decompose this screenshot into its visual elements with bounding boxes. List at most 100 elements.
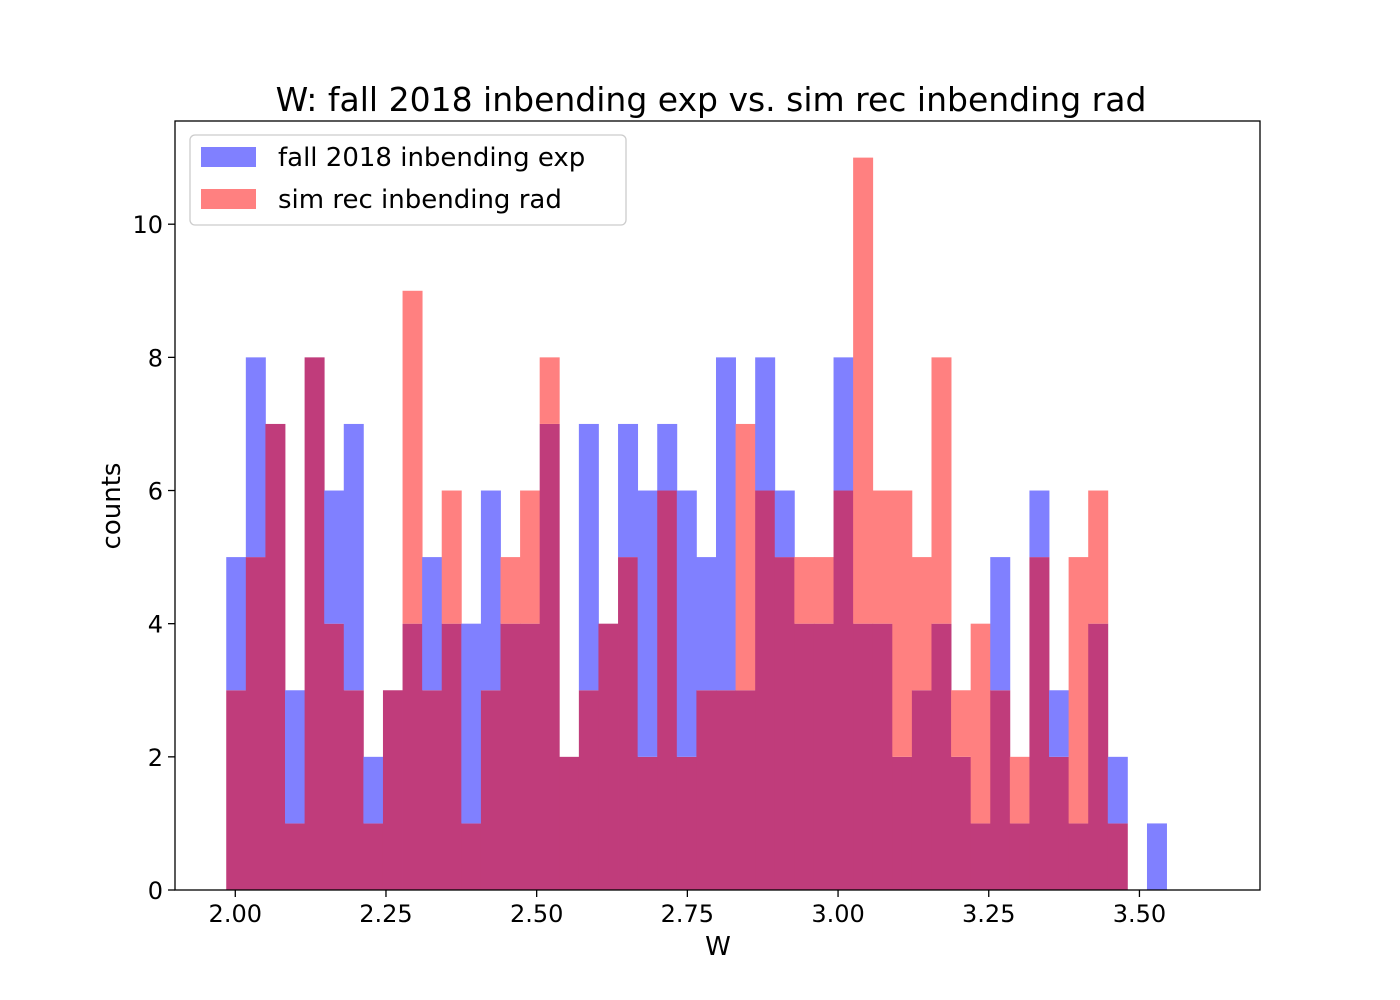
bar-sim-11 <box>441 490 462 624</box>
bar-sim-14 <box>500 557 521 624</box>
bar-exp-18 <box>578 423 599 691</box>
x-tick-label-4: 3.00 <box>811 900 864 928</box>
bar-exp-6 <box>343 423 364 691</box>
bar-overlap-34 <box>892 756 913 890</box>
bar-overlap-2 <box>265 423 286 890</box>
bar-overlap-20 <box>618 557 639 890</box>
x-tick-label-6: 3.50 <box>1113 900 1166 928</box>
bar-overlap-35 <box>911 690 932 890</box>
bar-overlap-3 <box>285 823 305 890</box>
bar-exp-20 <box>618 423 639 558</box>
bar-overlap-26 <box>735 690 756 890</box>
legend: fall 2018 inbending exp sim rec inbendin… <box>189 134 627 226</box>
x-tick-label-3: 2.75 <box>661 900 714 928</box>
bar-overlap-9 <box>402 623 423 890</box>
legend-label-sim: sim rec inbending rad <box>278 185 562 215</box>
bar-overlap-17 <box>559 756 580 890</box>
bar-sim-9 <box>402 290 423 624</box>
bar-sim-15 <box>520 490 541 624</box>
y-tick-label-0: 0 <box>148 877 163 905</box>
bar-exp-31 <box>833 357 854 491</box>
bar-sim-43 <box>1068 557 1089 824</box>
legend-swatch-sim <box>201 189 256 209</box>
bar-overlap-7 <box>363 823 384 890</box>
bar-sim-30 <box>813 557 834 624</box>
bar-overlap-15 <box>520 623 541 890</box>
bar-overlap-45 <box>1107 823 1128 890</box>
bar-exp-0 <box>226 557 247 691</box>
bar-sim-34 <box>892 490 913 757</box>
x-axis-ticks: 2.00 2.25 2.50 2.75 3.00 3.25 3.50 <box>209 890 1166 928</box>
bar-sim-33 <box>872 490 893 624</box>
bar-overlap-22 <box>657 490 678 890</box>
plot-frame <box>174 120 1261 891</box>
bar-overlap-23 <box>676 756 697 890</box>
bar-exp-45 <box>1107 756 1128 824</box>
bar-sim-29 <box>794 557 815 624</box>
bar-exp-24 <box>696 557 717 691</box>
bar-overlap-25 <box>715 690 736 890</box>
y-axis-ticks: 0 2 4 6 8 10 <box>132 211 175 905</box>
bar-overlap-42 <box>1049 756 1070 890</box>
legend-box <box>189 134 627 226</box>
bar-exp-10 <box>422 557 443 691</box>
bar-overlap-8 <box>382 690 403 890</box>
bar-overlap-40 <box>1009 823 1030 890</box>
bar-overlap-32 <box>853 623 874 890</box>
legend-swatch-exp <box>201 147 256 167</box>
bar-overlap-10 <box>422 690 443 890</box>
x-tick-label-2: 2.50 <box>510 900 563 928</box>
bar-overlap-14 <box>500 623 521 890</box>
bar-overlap-41 <box>1029 557 1050 890</box>
bar-overlap-0 <box>226 690 247 890</box>
bar-exp-13 <box>480 490 501 691</box>
bar-sim-37 <box>951 690 972 757</box>
bar-overlap-43 <box>1068 823 1089 890</box>
y-tick-label-2: 4 <box>148 611 163 639</box>
legend-label-exp: fall 2018 inbending exp <box>278 143 585 173</box>
bar-exp-21 <box>637 490 658 757</box>
bar-overlap-30 <box>813 623 834 890</box>
bar-exp-28 <box>774 490 795 558</box>
y-tick-label-5: 10 <box>132 211 163 239</box>
bar-overlap-6 <box>343 690 364 890</box>
bar-overlap-24 <box>696 690 717 890</box>
bar-exp-7 <box>363 756 384 824</box>
bar-sim-16 <box>539 357 560 424</box>
bar-sim-38 <box>970 623 991 824</box>
y-tick-label-3: 6 <box>148 478 163 506</box>
bar-overlap-21 <box>637 756 658 890</box>
bar-overlap-39 <box>990 690 1011 890</box>
bar-overlap-4 <box>304 357 325 890</box>
bar-overlap-13 <box>480 690 501 890</box>
bar-exp-47 <box>1146 823 1167 890</box>
bar-overlap-19 <box>598 623 619 890</box>
bar-sim-36 <box>931 357 952 624</box>
bar-exp-22 <box>657 423 678 491</box>
bar-overlap-5 <box>324 623 345 890</box>
bar-overlap-44 <box>1088 623 1109 890</box>
bar-overlap-38 <box>970 823 991 890</box>
bar-overlap-1 <box>245 557 266 890</box>
bar-overlap-11 <box>441 623 462 890</box>
bar-sim-40 <box>1009 756 1030 824</box>
x-tick-label-5: 3.25 <box>962 900 1015 928</box>
bar-exp-23 <box>676 490 697 757</box>
bar-sim-35 <box>911 557 932 691</box>
bar-overlap-29 <box>794 623 815 890</box>
y-axis-label: counts <box>97 463 127 550</box>
bar-exp-1 <box>245 357 266 558</box>
bar-sim-26 <box>735 423 756 691</box>
chart-title: W: fall 2018 inbending exp vs. sim rec i… <box>276 80 1147 119</box>
bar-sim-44 <box>1088 490 1109 624</box>
bar-overlap-16 <box>539 423 560 890</box>
bar-exp-27 <box>755 357 776 491</box>
bar-exp-39 <box>990 557 1011 691</box>
bars-group <box>226 157 1167 890</box>
x-tick-label-0: 2.00 <box>209 900 262 928</box>
bar-overlap-18 <box>578 690 599 890</box>
bar-exp-12 <box>461 623 482 824</box>
bar-overlap-27 <box>755 490 776 890</box>
bar-exp-25 <box>715 357 736 691</box>
